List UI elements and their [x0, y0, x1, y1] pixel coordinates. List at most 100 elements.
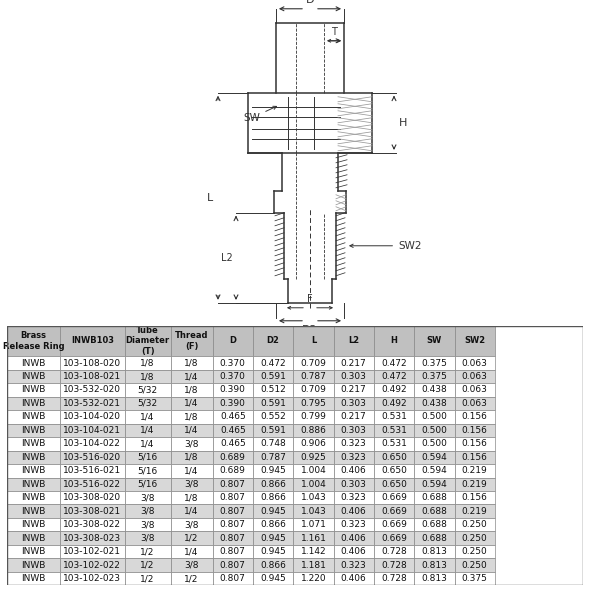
Bar — [212, 396, 253, 410]
Bar — [374, 451, 414, 464]
Text: 0.512: 0.512 — [260, 385, 286, 395]
Text: 0.472: 0.472 — [260, 359, 286, 368]
Text: 0.250: 0.250 — [462, 547, 487, 556]
Bar — [124, 384, 171, 396]
Bar — [374, 532, 414, 545]
Bar — [60, 518, 124, 532]
Bar — [171, 518, 212, 532]
Bar — [171, 451, 212, 464]
Text: INWB: INWB — [21, 426, 46, 435]
Bar — [454, 464, 495, 477]
Bar — [333, 410, 374, 424]
Text: 1/8: 1/8 — [185, 385, 199, 395]
Text: 0.795: 0.795 — [300, 399, 326, 408]
Text: 0.406: 0.406 — [341, 574, 366, 583]
Text: SW2: SW2 — [464, 336, 485, 346]
Text: 0.370: 0.370 — [220, 372, 246, 381]
Bar — [171, 558, 212, 572]
Text: 0.728: 0.728 — [381, 560, 407, 569]
Bar — [60, 504, 124, 518]
Text: 0.689: 0.689 — [220, 466, 246, 476]
Bar — [293, 396, 333, 410]
Text: L: L — [206, 193, 213, 203]
Text: 103-108-021: 103-108-021 — [63, 372, 122, 381]
Text: 0.323: 0.323 — [341, 520, 366, 529]
Bar — [124, 491, 171, 504]
Bar — [7, 356, 60, 370]
Text: 3/8: 3/8 — [140, 520, 155, 529]
Text: 0.866: 0.866 — [260, 480, 286, 489]
Bar — [60, 545, 124, 558]
Text: 103-308-023: 103-308-023 — [63, 533, 122, 543]
Bar — [374, 464, 414, 477]
Text: 0.390: 0.390 — [220, 399, 246, 408]
Bar — [293, 532, 333, 545]
Text: 0.807: 0.807 — [220, 560, 246, 569]
Text: INWB: INWB — [21, 520, 46, 529]
Text: 0.945: 0.945 — [260, 466, 286, 476]
Bar — [124, 558, 171, 572]
Text: INWB: INWB — [21, 493, 46, 502]
Text: 0.438: 0.438 — [421, 385, 447, 395]
Text: 0.156: 0.156 — [462, 440, 487, 448]
Text: 0.063: 0.063 — [462, 385, 487, 395]
Bar — [293, 545, 333, 558]
Bar — [333, 437, 374, 451]
Text: INWB: INWB — [21, 560, 46, 569]
Bar — [253, 326, 293, 356]
Bar — [253, 572, 293, 585]
Text: 1/4: 1/4 — [185, 466, 199, 476]
Bar — [212, 326, 253, 356]
Text: 0.465: 0.465 — [220, 426, 245, 435]
Bar — [454, 477, 495, 491]
Bar — [7, 437, 60, 451]
Text: 103-516-020: 103-516-020 — [63, 453, 122, 462]
Text: 0.219: 0.219 — [462, 466, 487, 476]
Bar — [253, 356, 293, 370]
Bar — [414, 558, 454, 572]
Bar — [454, 572, 495, 585]
Text: 0.219: 0.219 — [462, 480, 487, 489]
Text: 0.156: 0.156 — [462, 453, 487, 462]
Bar — [7, 491, 60, 504]
Text: INWB: INWB — [21, 412, 46, 421]
Text: 0.807: 0.807 — [220, 533, 246, 543]
Text: 0.063: 0.063 — [462, 359, 487, 368]
Bar — [253, 464, 293, 477]
Bar — [374, 384, 414, 396]
Bar — [293, 477, 333, 491]
Text: 0.492: 0.492 — [381, 399, 407, 408]
Bar — [374, 518, 414, 532]
Bar — [293, 410, 333, 424]
Text: 0.945: 0.945 — [260, 507, 286, 516]
Text: 0.591: 0.591 — [260, 372, 286, 381]
Bar — [293, 558, 333, 572]
Bar — [253, 424, 293, 437]
Bar — [333, 491, 374, 504]
Bar — [414, 545, 454, 558]
Text: 1/4: 1/4 — [185, 507, 199, 516]
Bar — [124, 326, 171, 356]
Text: 0.217: 0.217 — [341, 412, 366, 421]
Text: 0.063: 0.063 — [462, 372, 487, 381]
Text: 0.807: 0.807 — [220, 493, 246, 502]
Bar — [253, 410, 293, 424]
Bar — [374, 504, 414, 518]
Bar — [7, 477, 60, 491]
Bar — [171, 424, 212, 437]
Text: 0.250: 0.250 — [462, 560, 487, 569]
Text: 0.594: 0.594 — [421, 453, 447, 462]
Bar — [293, 504, 333, 518]
Text: 0.866: 0.866 — [260, 520, 286, 529]
Text: 0.813: 0.813 — [421, 574, 447, 583]
Bar — [124, 396, 171, 410]
Text: 0.650: 0.650 — [381, 480, 407, 489]
Bar — [333, 532, 374, 545]
Text: 0.465: 0.465 — [220, 412, 245, 421]
Bar — [454, 451, 495, 464]
Text: 1/8: 1/8 — [140, 359, 155, 368]
Text: 0.156: 0.156 — [462, 426, 487, 435]
Bar — [60, 451, 124, 464]
Text: 103-308-022: 103-308-022 — [63, 520, 122, 529]
Bar — [414, 326, 454, 356]
